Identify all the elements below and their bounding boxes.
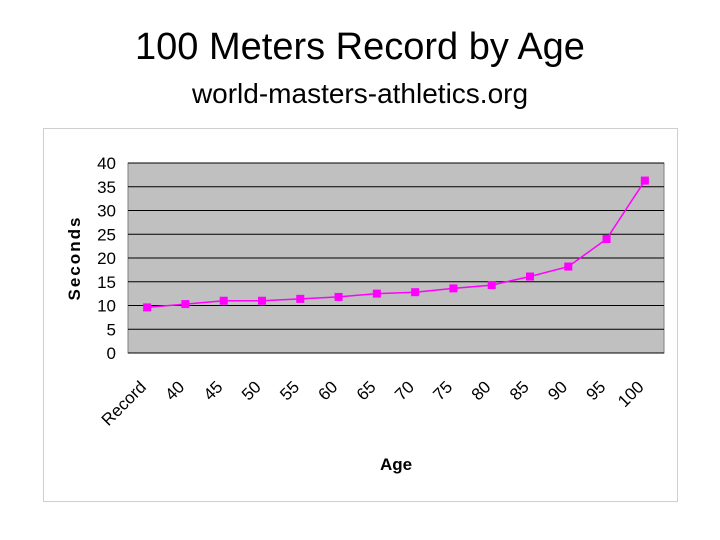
data-point-marker bbox=[181, 300, 190, 309]
data-point-marker bbox=[640, 176, 649, 185]
y-tick-labels: 0 5 10 15 20 25 30 35 40 bbox=[97, 154, 116, 363]
series-markers bbox=[143, 176, 649, 312]
y-tick-label: 35 bbox=[97, 178, 116, 197]
x-tick-label: 40 bbox=[161, 377, 188, 404]
y-tick-label: 0 bbox=[107, 344, 116, 363]
x-tick-label: 75 bbox=[429, 377, 456, 404]
x-tick-label: 90 bbox=[544, 377, 571, 404]
y-tick-label: 40 bbox=[97, 154, 116, 173]
x-tick-label: 80 bbox=[468, 377, 495, 404]
y-tick-label: 15 bbox=[97, 273, 116, 292]
x-tick-label: 55 bbox=[276, 377, 303, 404]
x-tick-label: 50 bbox=[238, 377, 265, 404]
gridlines bbox=[128, 162, 664, 354]
x-tick-labels: Record 40 45 50 55 60 65 70 75 80 85 90 95 100 bbox=[98, 377, 648, 429]
y-axis-title: Seconds bbox=[65, 216, 84, 301]
y-tick-label: 25 bbox=[97, 225, 116, 244]
x-tick-label: 60 bbox=[315, 377, 342, 404]
data-point-marker bbox=[296, 294, 305, 303]
x-tick-label: 45 bbox=[200, 377, 227, 404]
y-tick-label: 10 bbox=[97, 297, 116, 316]
y-tick-label: 20 bbox=[97, 249, 116, 268]
x-tick-label: 85 bbox=[506, 377, 533, 404]
data-point-marker bbox=[487, 281, 496, 290]
data-point-marker bbox=[258, 296, 266, 305]
x-axis-title: Age bbox=[380, 455, 412, 474]
data-point-marker bbox=[526, 272, 534, 281]
data-point-marker bbox=[564, 262, 573, 271]
x-tick-label: 95 bbox=[583, 377, 610, 404]
slide-subtitle: world-masters-athletics.org bbox=[191, 78, 529, 109]
data-point-marker bbox=[334, 292, 343, 301]
x-tick-label: 65 bbox=[353, 377, 380, 404]
data-point-marker bbox=[143, 303, 152, 312]
y-tick-label: 5 bbox=[107, 320, 116, 339]
series-line bbox=[147, 180, 646, 309]
x-tick-label: 100 bbox=[614, 377, 647, 410]
y-tick-label: 30 bbox=[97, 202, 116, 221]
data-point-marker bbox=[449, 284, 458, 293]
data-point-marker bbox=[219, 296, 228, 305]
data-point-marker bbox=[372, 289, 381, 298]
slide-title: 100 Meters Record by Age bbox=[135, 26, 585, 68]
x-tick-label: 70 bbox=[391, 377, 418, 404]
data-point-marker bbox=[602, 235, 611, 243]
x-tick-label: Record bbox=[98, 377, 150, 429]
data-point-marker bbox=[411, 288, 420, 297]
